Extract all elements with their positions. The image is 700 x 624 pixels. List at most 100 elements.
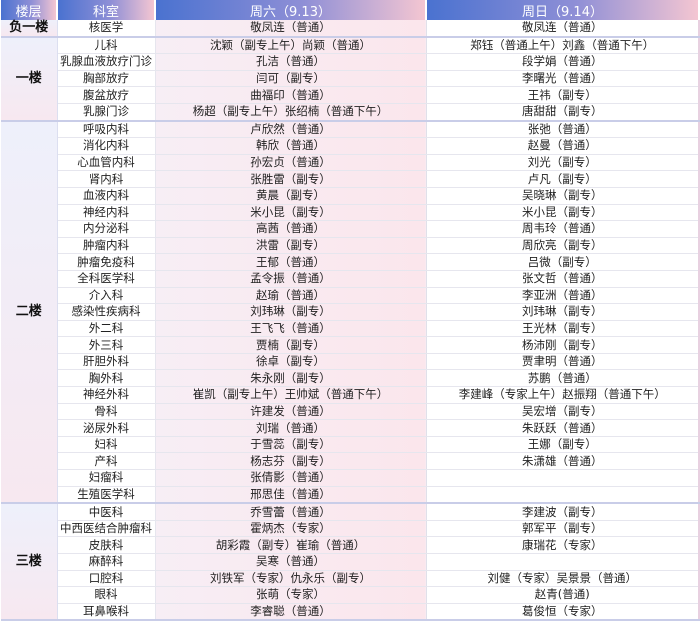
saturday-doctor-cell: 张胜雷（副专） [155, 170, 427, 188]
saturday-doctor-cell: 刘瑞（普通） [155, 419, 427, 437]
saturday-doctor-cell: 孟令振（普通） [155, 270, 427, 288]
department-cell: 泌尿外科 [57, 419, 156, 437]
saturday-doctor-cell: 霍炳杰（专家） [155, 520, 427, 538]
department-cell: 外三科 [57, 336, 156, 354]
table-row: 消化内科 韩欣（普通） 赵曼（普通） [1, 137, 700, 155]
saturday-doctor-cell: 于雪蕊（副专） [155, 436, 427, 454]
sunday-doctor-cell: 葛俊恒（专家） [426, 603, 700, 622]
sunday-doctor-cell: 吕微（副专） [426, 253, 700, 271]
table-row: 耳鼻喉科 李睿聪（普通） 葛俊恒（专家） [1, 603, 700, 622]
department-cell: 血液内科 [57, 187, 156, 205]
floor-label: 三楼 [1, 503, 58, 622]
table-row: 神经外科 崔凯（副专上午）王帅斌（普通下午） 李建峰（专家上午）赵振翔（普通下午） [1, 386, 700, 404]
saturday-doctor-cell: 胡彩霞（副专）崔瑜（普通） [155, 536, 427, 554]
table-row: 眼科 张萌（专家） 赵青(普通) [1, 586, 700, 604]
department-cell: 全科医学科 [57, 270, 156, 288]
sunday-doctor-cell: 赵曼（普通） [426, 137, 700, 155]
saturday-doctor-cell: 卢欣然（普通） [155, 120, 427, 139]
saturday-doctor-cell: 乔雪蕾（普通） [155, 503, 427, 521]
sunday-doctor-cell: 李建峰（专家上午）赵振翔（普通下午） [426, 386, 700, 404]
department-cell: 肿瘤免疫科 [57, 253, 156, 271]
saturday-doctor-cell: 张倩影（普通） [155, 469, 427, 487]
saturday-doctor-cell: 徐卓（副专） [155, 353, 427, 371]
department-cell: 肝胆外科 [57, 353, 156, 371]
table-row: 肿瘤内科 洪雷（副专） 周欣亮（副专） [1, 237, 700, 255]
sunday-doctor-cell: 郭军平（副专） [426, 520, 700, 538]
floor-label: 一楼 [1, 36, 58, 122]
department-cell: 外二科 [57, 320, 156, 338]
header-floor: 楼层 [1, 0, 58, 20]
table-row: 二楼 呼吸内科 卢欣然（普通） 张弛（普通） [1, 120, 700, 505]
department-cell: 骨科 [57, 403, 156, 421]
sunday-doctor-cell: 康瑞花（专家） [426, 536, 700, 554]
saturday-doctor-cell: 韩欣（普通） [155, 137, 427, 155]
department-cell: 介入科 [57, 287, 156, 305]
sunday-doctor-cell: 吴晓琳（副专） [426, 187, 700, 205]
department-cell: 中西医结合肿瘤科 [57, 520, 156, 538]
department-cell: 皮肤科 [57, 536, 156, 554]
table-row: 外三科 贾楠（副专） 杨沛刚（副专） [1, 336, 700, 354]
table-row: 产科 杨志芬（副专） 朱潇雄（普通） [1, 452, 700, 471]
table-row: 泌尿外科 刘瑞（普通） 朱跃跃（普通） [1, 419, 700, 437]
sunday-doctor-cell: 张弛（普通） [426, 120, 700, 139]
header-row: 楼层 科室 周六（9.13） 周日（9.14） [1, 0, 700, 20]
saturday-doctor-cell: 李睿聪（普通） [155, 603, 427, 622]
department-cell: 肾内科 [57, 170, 156, 188]
header-sunday: 周日（9.14） [426, 0, 700, 20]
department-cell: 消化内科 [57, 137, 156, 155]
department-cell: 眼科 [57, 586, 156, 604]
saturday-doctor-cell: 王郁（普通） [155, 253, 427, 271]
department-cell: 妇科 [57, 436, 156, 454]
sunday-doctor-cell [426, 469, 700, 487]
table-row: 妇科 于雪蕊（副专） 王娜（副专） [1, 436, 700, 454]
table-row: 肝胆外科 徐卓（副专） 贾聿明（普通） [1, 353, 700, 371]
table-row: 内分泌科 高茜（普通） 周韦玲（普通） [1, 220, 700, 238]
table-row: 胸部放疗 闫可（副专） 李曙光（普通） [1, 70, 700, 88]
table-row: 生殖医学科 邢思佳（普通） [1, 486, 700, 505]
table-row: 口腔科 刘铁军（专家）仇永乐（副专） 刘健（专家）吴景景（普通） [1, 570, 700, 588]
department-cell: 胸部放疗 [57, 70, 156, 88]
saturday-doctor-cell: 杨志芬（副专） [155, 452, 427, 471]
sunday-doctor-cell: 刘光（副专） [426, 154, 700, 172]
saturday-doctor-cell: 崔凯（副专上午）王帅斌（普通下午） [155, 386, 427, 404]
sunday-doctor-cell: 周韦玲（普通） [426, 220, 700, 238]
sunday-doctor-cell: 苏鹏（普通） [426, 369, 700, 388]
table-row: 三楼 中医科 乔雪蕾（普通） 李建波（副专） [1, 503, 700, 622]
sunday-doctor-cell: 吴宏增（副专） [426, 403, 700, 421]
schedule-body: 负一楼 核医学 敬凤连（普通） 敬凤连（普通） 一楼 儿科 沈颖（副专上午）尚颖（普通） 郑钰… [1, 20, 700, 622]
saturday-doctor-cell: 孙宏贞（普通） [155, 154, 427, 172]
sunday-doctor-cell: 赵青(普通) [426, 586, 700, 604]
saturday-doctor-cell: 张萌（专家） [155, 586, 427, 604]
department-cell: 神经外科 [57, 386, 156, 404]
department-cell: 耳鼻喉科 [57, 603, 156, 622]
saturday-doctor-cell: 闫可（副专） [155, 70, 427, 88]
table-row: 肾内科 张胜雷（副专） 卢凡（副专） [1, 170, 700, 188]
department-cell: 感染性疾病科 [57, 303, 156, 321]
sunday-doctor-cell: 朱潇雄（普通） [426, 452, 700, 471]
sunday-doctor-cell: 段学娟（普通） [426, 53, 700, 71]
table-row: 腹盆放疗 曲福印（普通） 王祎（副专） [1, 86, 700, 104]
department-cell: 妇瘤科 [57, 469, 156, 487]
sunday-doctor-cell: 郑钰（普通上午）刘鑫（普通下午） [426, 36, 700, 55]
saturday-doctor-cell: 赵瑜（普通） [155, 287, 427, 305]
sunday-doctor-cell: 王祎（副专） [426, 86, 700, 104]
table-row: 介入科 赵瑜（普通） 李亚洲（普通） [1, 287, 700, 305]
department-cell: 口腔科 [57, 570, 156, 588]
sunday-doctor-cell: 刘玮琳（副专） [426, 303, 700, 321]
department-cell: 产科 [57, 452, 156, 471]
saturday-doctor-cell: 刘铁军（专家）仇永乐（副专） [155, 570, 427, 588]
sunday-doctor-cell: 米小昆（副专） [426, 204, 700, 222]
sunday-doctor-cell: 王娜（副专） [426, 436, 700, 454]
table-row: 皮肤科 胡彩霞（副专）崔瑜（普通） 康瑞花（专家） [1, 536, 700, 554]
sunday-doctor-cell [426, 486, 700, 505]
sunday-doctor-cell [426, 553, 700, 571]
saturday-doctor-cell: 敬凤连（普通） [155, 20, 427, 38]
table-row: 心血管内科 孙宏贞（普通） 刘光（副专） [1, 154, 700, 172]
table-row: 乳腺血液放疗门诊 孔洁（普通） 段学娟（普通） [1, 53, 700, 71]
table-row: 感染性疾病科 刘玮琳（副专） 刘玮琳（副专） [1, 303, 700, 321]
department-cell: 呼吸内科 [57, 120, 156, 139]
table-row: 负一楼 核医学 敬凤连（普通） 敬凤连（普通） [1, 20, 700, 38]
saturday-doctor-cell: 杨超（副专上午）张绍楠（普通下午） [155, 103, 427, 122]
department-cell: 肿瘤内科 [57, 237, 156, 255]
